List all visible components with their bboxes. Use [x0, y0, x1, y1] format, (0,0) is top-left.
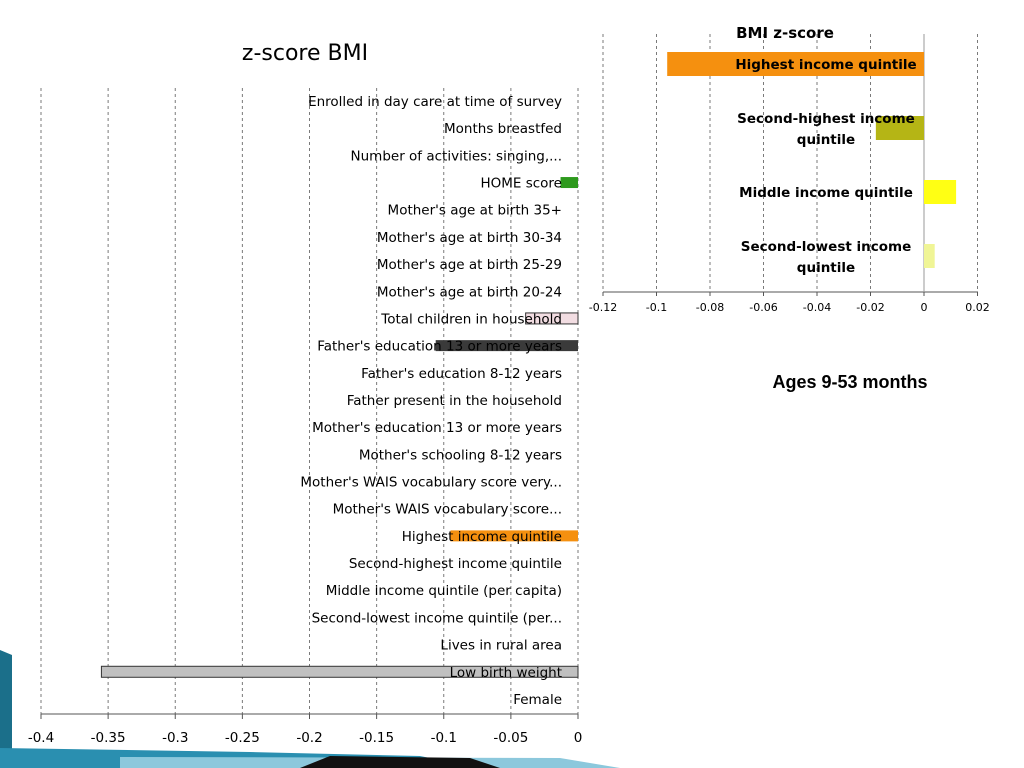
- x-tick-label: 0: [574, 730, 583, 746]
- category-label: Middle income quintile: [739, 185, 913, 201]
- x-tick-label: -0.2: [296, 730, 322, 746]
- category-label: Father's education 13 or more years: [317, 339, 562, 355]
- x-tick-label: -0.08: [696, 301, 724, 314]
- bar: [875, 116, 924, 140]
- category-label: Months breastfed: [444, 121, 562, 137]
- category-label: Lives in rural area: [440, 638, 562, 654]
- bar: [924, 244, 935, 268]
- category-label: HOME score: [480, 176, 562, 192]
- decor-wave-dark: [0, 650, 12, 768]
- x-tick-label: -0.1: [431, 730, 457, 746]
- category-label: Mother's age at birth 35+: [388, 203, 562, 219]
- category-label: quintile: [797, 132, 855, 148]
- category-label: Highest income quintile: [402, 529, 562, 545]
- category-label: Mother's WAIS vocabulary score...: [333, 502, 562, 518]
- x-tick-label: -0.35: [91, 730, 126, 746]
- bar: [667, 52, 924, 76]
- category-label: Mother's age at birth 25-29: [377, 257, 562, 273]
- category-label: Mother's schooling 8-12 years: [359, 447, 562, 463]
- category-label: Mother's WAIS vocabulary score very...: [300, 475, 562, 491]
- x-tick-label: -0.05: [493, 730, 528, 746]
- x-tick-label: -0.02: [856, 301, 884, 314]
- category-label: quintile: [797, 260, 855, 276]
- x-tick-label: -0.1: [646, 301, 667, 314]
- x-tick-label: 0.02: [965, 301, 990, 314]
- category-label: Mother's education 13 or more years: [312, 420, 562, 436]
- x-tick-label: -0.04: [803, 301, 831, 314]
- x-tick-label: 0: [921, 301, 928, 314]
- x-tick-label: -0.25: [225, 730, 260, 746]
- bar: [560, 177, 578, 189]
- category-label: Middle income quintile (per capita): [326, 583, 562, 599]
- bar: [450, 530, 578, 542]
- bar: [435, 340, 578, 352]
- category-label: Second-lowest income quintile (per...: [312, 610, 562, 626]
- category-label: Highest income quintile: [735, 57, 916, 73]
- category-label: Second-highest income quintile: [349, 556, 562, 572]
- category-label: Mother's age at birth 20-24: [377, 284, 562, 300]
- x-tick-label: -0.06: [749, 301, 777, 314]
- category-label: Female: [513, 692, 562, 708]
- bar: [924, 180, 957, 204]
- category-label: Number of activities: singing,...: [351, 148, 562, 164]
- category-label: Father's education 8-12 years: [361, 366, 562, 382]
- chart-title: z-score BMI: [242, 41, 368, 66]
- category-label: Father present in the household: [347, 393, 562, 409]
- decor-wave-black: [300, 756, 500, 768]
- x-tick-label: -0.4: [28, 730, 54, 746]
- chart-title: BMI z-score: [736, 24, 834, 42]
- x-tick-label: -0.3: [162, 730, 188, 746]
- x-tick-label: -0.15: [359, 730, 394, 746]
- bar: [100, 665, 579, 678]
- x-tick-label: -0.12: [589, 301, 617, 314]
- category-label: Second-highest income: [737, 111, 915, 127]
- category-label: Second-lowest income: [741, 239, 912, 255]
- category-label: Total children in household: [380, 311, 562, 327]
- bar: [525, 312, 579, 325]
- category-label: Enrolled in day care at time of survey: [308, 94, 562, 110]
- category-label: Mother's age at birth 30-34: [377, 230, 562, 246]
- category-label: Low birth weight: [450, 665, 562, 681]
- age-range-caption: Ages 9-53 months: [772, 372, 928, 392]
